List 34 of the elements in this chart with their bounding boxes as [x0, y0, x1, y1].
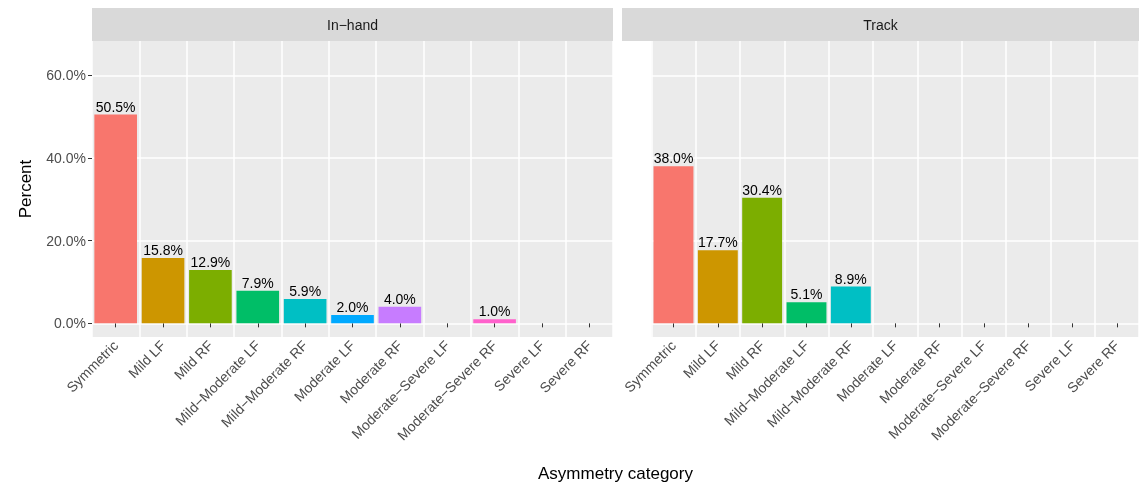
bar	[378, 306, 422, 324]
data-label: 8.9%	[834, 270, 867, 287]
bar	[236, 290, 280, 324]
bar	[94, 114, 137, 324]
bar	[697, 250, 738, 324]
data-label: 15.8%	[143, 242, 183, 259]
bar	[331, 315, 374, 324]
x-axis-title: Asymmetry category	[537, 464, 694, 484]
data-label: 7.9%	[241, 274, 274, 291]
data-label: 4.0%	[383, 290, 416, 307]
bar	[653, 166, 694, 324]
data-label: 2.0%	[336, 299, 369, 316]
chart-title: In−hand	[92, 8, 613, 41]
data-label: 50.5%	[95, 98, 136, 115]
bar	[742, 197, 783, 324]
data-label: 5.1%	[790, 286, 823, 303]
bar	[830, 286, 871, 324]
data-label: 5.9%	[289, 282, 322, 299]
data-label: 1.0%	[478, 303, 511, 320]
bar	[189, 270, 232, 324]
data-label: 12.9%	[190, 254, 231, 271]
bar	[141, 258, 185, 324]
data-label: 30.4%	[742, 181, 783, 198]
y-tick-label: 60.0%	[46, 67, 86, 84]
bar	[786, 302, 827, 324]
y-tick-label: 0.0%	[54, 315, 86, 332]
bar	[283, 298, 327, 324]
y-tick-label: 40.0%	[46, 149, 86, 166]
data-label: 17.7%	[697, 234, 738, 251]
chart-title: Track	[622, 8, 1139, 41]
y-axis-title: Percent	[16, 159, 35, 219]
y-tick-label: 20.0%	[46, 232, 86, 249]
data-label: 38.0%	[653, 150, 694, 167]
bar	[473, 319, 516, 324]
